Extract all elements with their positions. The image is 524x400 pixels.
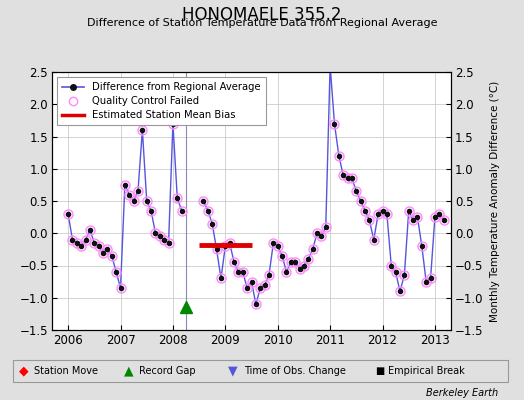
Y-axis label: Monthly Temperature Anomaly Difference (°C): Monthly Temperature Anomaly Difference (… — [490, 80, 500, 322]
Text: ◆: ◆ — [19, 365, 28, 378]
Text: ▼: ▼ — [228, 365, 238, 378]
Text: ■: ■ — [375, 366, 385, 376]
Text: HONOMAELE 355.2: HONOMAELE 355.2 — [182, 6, 342, 24]
Text: ▲: ▲ — [124, 365, 133, 378]
Text: Time of Obs. Change: Time of Obs. Change — [244, 366, 345, 376]
Text: Empirical Break: Empirical Break — [388, 366, 464, 376]
Text: Station Move: Station Move — [34, 366, 98, 376]
Text: Berkeley Earth: Berkeley Earth — [425, 388, 498, 398]
Legend: Difference from Regional Average, Quality Control Failed, Estimated Station Mean: Difference from Regional Average, Qualit… — [58, 77, 266, 125]
Text: Difference of Station Temperature Data from Regional Average: Difference of Station Temperature Data f… — [87, 18, 437, 28]
Text: Record Gap: Record Gap — [139, 366, 195, 376]
